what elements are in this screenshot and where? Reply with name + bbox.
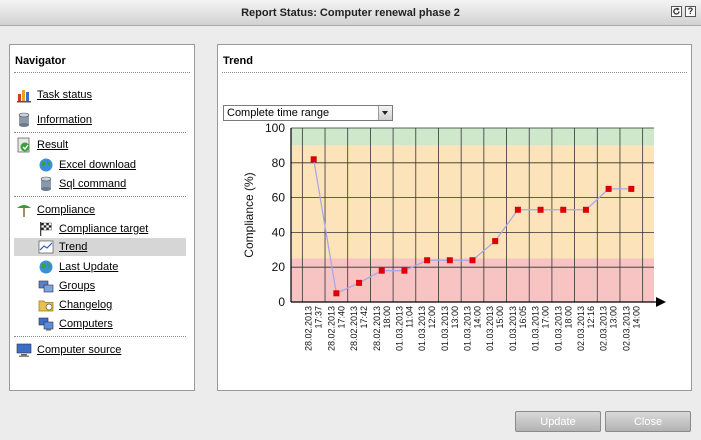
changelog-icon <box>38 297 54 313</box>
nav-item-task-status[interactable]: Task status <box>16 86 92 104</box>
nav-item-label: Result <box>37 139 69 151</box>
database-icon <box>16 112 32 128</box>
divider <box>14 336 186 337</box>
navigator-title: Navigator <box>15 55 66 67</box>
nav-item-label: Groups <box>59 280 96 292</box>
nav-item-compliance-target[interactable]: Compliance target <box>38 220 148 238</box>
nav-item-changelog[interactable]: Changelog <box>38 296 112 314</box>
trend-icon <box>38 239 54 255</box>
trend-panel: Trend Complete time range <box>217 44 692 391</box>
chevron-down-icon[interactable] <box>378 106 392 120</box>
trend-title: Trend <box>223 55 253 67</box>
nav-item-label: Changelog <box>59 299 113 311</box>
navigator-panel: Navigator Task status Information Result… <box>9 44 195 391</box>
database-icon <box>38 176 54 192</box>
nav-item-label: Information <box>37 114 93 126</box>
update-button[interactable]: Update <box>515 411 601 432</box>
globe-icon <box>38 259 54 275</box>
nav-item-trend[interactable]: Trend <box>14 238 186 256</box>
checkered-flag-icon <box>38 221 54 237</box>
nav-item-sql-command[interactable]: Sql command <box>38 175 126 193</box>
groups-icon <box>38 278 54 294</box>
nav-item-compliance[interactable]: Compliance <box>16 201 95 219</box>
divider <box>222 72 687 73</box>
divider <box>14 72 190 73</box>
nav-item-label: Trend <box>59 241 88 253</box>
globe-icon <box>38 157 54 173</box>
nav-item-label: Computer source <box>37 344 122 356</box>
time-range-value: Complete time range <box>227 107 330 119</box>
nav-item-excel-download[interactable]: Excel download <box>38 156 136 174</box>
nav-item-label: Excel download <box>59 159 137 171</box>
nav-item-groups[interactable]: Groups <box>38 277 95 295</box>
compliance-icon <box>16 202 32 218</box>
refresh-icon[interactable] <box>671 6 682 17</box>
result-icon <box>16 137 32 153</box>
nav-item-result[interactable]: Result <box>16 136 68 154</box>
nav-item-label: Compliance target <box>59 223 149 235</box>
nav-item-last-update[interactable]: Last Update <box>38 258 118 276</box>
nav-item-label: Compliance <box>37 204 96 216</box>
bar-chart-icon <box>16 87 32 103</box>
computers-icon <box>38 316 54 332</box>
close-button[interactable]: Close <box>605 411 691 432</box>
computer-icon <box>16 342 32 358</box>
nav-item-label: Sql command <box>59 178 127 190</box>
nav-item-label: Last Update <box>59 261 119 273</box>
time-range-select[interactable]: Complete time range <box>223 105 393 121</box>
divider <box>14 132 186 133</box>
help-button[interactable]: ? <box>685 6 696 17</box>
nav-item-computers[interactable]: Computers <box>38 315 113 333</box>
window-title: Report Status: Computer renewal phase 2 <box>241 7 460 19</box>
window-titlebar: Report Status: Computer renewal phase 2 … <box>0 0 701 26</box>
nav-item-label: Computers <box>59 318 113 330</box>
nav-item-computer-source[interactable]: Computer source <box>16 341 121 359</box>
divider <box>14 196 186 197</box>
nav-item-label: Task status <box>37 89 93 101</box>
nav-item-information[interactable]: Information <box>16 111 92 129</box>
